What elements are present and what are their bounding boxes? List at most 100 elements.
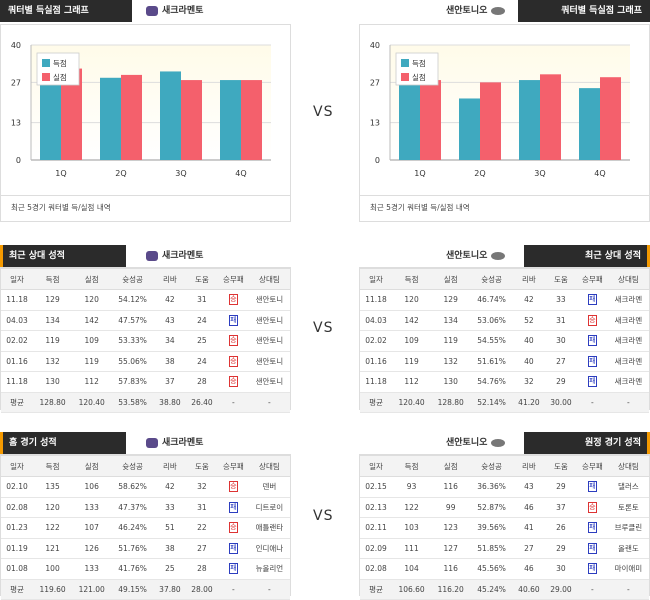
column-header: 도움 xyxy=(544,455,577,477)
right-chart-footnote: 최근 5경기 쿼터별 득/실점 내역 xyxy=(359,196,650,222)
result-cell: 패 xyxy=(576,351,608,372)
average-cell: 106.60 xyxy=(392,579,432,600)
left-chart-box: 0 13 27 40 1Q 2Q 3Q 4Q 득점 실점 xyxy=(0,24,291,196)
y-tick-label: 13 xyxy=(370,119,380,128)
average-cell: 41.20 xyxy=(512,392,545,413)
table-cell: 33 xyxy=(544,289,577,311)
average-cell: - xyxy=(248,579,290,600)
table-row[interactable]: 02.11 103 123 39.56% 41 26 패 브루클린 xyxy=(360,517,649,539)
average-cell: 30.00 xyxy=(544,392,577,413)
column-header: 득점 xyxy=(33,268,73,290)
table-row[interactable]: 01.16 132 119 55.06% 38 24 승 샌안토니 xyxy=(1,351,290,372)
table-cell: 119 xyxy=(392,351,432,372)
column-header: 승무패 xyxy=(217,268,249,290)
left-home-team: 새크라멘토 xyxy=(146,432,203,454)
result-cell: 패 xyxy=(576,476,608,498)
table-cell: 02.08 xyxy=(360,558,393,580)
table-cell: 22 xyxy=(185,517,218,539)
table-cell: 116 xyxy=(431,558,471,580)
table-cell: 11.18 xyxy=(360,371,393,393)
table-row[interactable]: 11.18 129 120 54.12% 42 31 승 샌안토니 xyxy=(1,289,290,311)
table-cell: 54.76% xyxy=(470,371,513,393)
table-cell: 30 xyxy=(544,330,577,352)
table-header-row: 일자 득점 실점 슛성공 리바 도움 승무패 상대팀 xyxy=(360,455,649,477)
table-row[interactable]: 04.03 142 134 53.06% 52 31 승 새크라멘 xyxy=(360,310,649,331)
average-cell: 116.20 xyxy=(431,579,471,600)
average-cell: 52.14% xyxy=(470,392,513,413)
table-header-row: 일자 득점 실점 슛성공 리바 도움 승무패 상대팀 xyxy=(1,455,290,477)
result-cell: 패 xyxy=(576,538,608,559)
bar-allowed-2Q xyxy=(121,74,142,160)
table-row[interactable]: 02.08 120 133 47.37% 33 31 패 디트로이 xyxy=(1,497,290,518)
table-cell: 45.56% xyxy=(470,558,513,580)
left-recent-table-wrap: 일자 득점 실점 슛성공 리바 도움 승무패 상대팀 11.18 129 120 54.12% 42 31… xyxy=(0,267,291,413)
table-row[interactable]: 04.03 134 142 47.57% 43 24 패 샌안토니 xyxy=(1,310,290,331)
table-cell: 120 xyxy=(72,289,112,311)
y-tick-label: 27 xyxy=(370,78,380,87)
table-cell: 새크라멘 xyxy=(607,289,649,311)
table-row[interactable]: 02.02 109 119 54.55% 40 30 패 새크라멘 xyxy=(360,330,649,352)
x-tick-label: 3Q xyxy=(175,169,186,178)
table-cell: 샌안토니 xyxy=(248,371,290,393)
table-row[interactable]: 01.19 121 126 51.76% 38 27 패 인디애나 xyxy=(1,538,290,559)
table-cell: 25 xyxy=(153,558,186,580)
left-home-table: 일자 득점 실점 슛성공 리바 도움 승무패 상대팀 02.10 135 106 58.62% 42 32… xyxy=(1,455,290,600)
table-cell: 42 xyxy=(512,289,545,311)
result-cell: 승 xyxy=(576,497,608,518)
left-graph-team-name: 새크라멘토 xyxy=(162,6,204,16)
result-cell: 패 xyxy=(576,371,608,393)
table-cell: 122 xyxy=(392,497,432,518)
table-cell: 109 xyxy=(72,330,112,352)
left-home-title: 홈 경기 성적 xyxy=(0,432,126,454)
result-cell: 패 xyxy=(576,517,608,539)
table-cell: 새크라멘 xyxy=(607,310,649,331)
table-row[interactable]: 11.18 112 130 54.76% 32 29 패 새크라멘 xyxy=(360,371,649,393)
table-cell: 새크라멘 xyxy=(607,351,649,372)
table-cell: 133 xyxy=(72,497,112,518)
table-row[interactable]: 01.16 119 132 51.61% 40 27 패 새크라멘 xyxy=(360,351,649,372)
table-row[interactable]: 01.08 100 133 41.76% 25 28 패 뉴올리언 xyxy=(1,558,290,580)
result-cell: 패 xyxy=(576,289,608,311)
table-cell: 27 xyxy=(185,538,218,559)
column-header: 승무패 xyxy=(217,455,249,477)
table-cell: 마이애미 xyxy=(607,558,649,580)
table-row[interactable]: 02.09 111 127 51.85% 27 29 패 올랜도 xyxy=(360,538,649,559)
average-row: 평균 128.80 120.40 53.58% 38.80 26.40- - xyxy=(1,392,290,413)
table-cell: 93 xyxy=(392,476,432,498)
left-recent-header: 최근 상대 성적 새크라멘토 xyxy=(0,245,290,267)
table-cell: 119 xyxy=(431,330,471,352)
table-cell: 111 xyxy=(392,538,432,559)
right-away-table: 일자 득점 실점 슛성공 리바 도움 승무패 상대팀 02.15 93 116 36.36% 43 29 패… xyxy=(360,455,649,600)
table-row[interactable]: 02.10 135 106 58.62% 42 32 승 덴버 xyxy=(1,476,290,498)
result-cell: 승 xyxy=(217,517,249,539)
san-antonio-logo-icon xyxy=(491,252,506,260)
vs-label-3: VS xyxy=(313,508,334,524)
bar-scored-3Q xyxy=(160,71,181,160)
column-header: 실점 xyxy=(72,268,112,290)
average-cell: - xyxy=(576,392,608,413)
table-row[interactable]: 02.13 122 99 52.87% 46 37 승 토론토 xyxy=(360,497,649,518)
average-cell: 49.15% xyxy=(111,579,154,600)
table-row[interactable]: 11.18 130 112 57.83% 37 28 승 샌안토니 xyxy=(1,371,290,393)
table-row[interactable]: 02.08 104 116 45.56% 46 30 패 마이애미 xyxy=(360,558,649,580)
left-recent-team-name: 새크라멘토 xyxy=(162,251,204,261)
table-cell: 53.33% xyxy=(111,330,154,352)
loss-badge: 패 xyxy=(228,542,238,554)
column-header: 일자 xyxy=(360,268,393,290)
table-cell: 51.61% xyxy=(470,351,513,372)
loss-badge: 패 xyxy=(228,563,238,575)
table-cell: 샌안토니 xyxy=(248,310,290,331)
table-row[interactable]: 01.23 122 107 46.24% 51 22 승 애틀랜타 xyxy=(1,517,290,539)
win-badge: 승 xyxy=(228,522,238,534)
x-tick-label: 1Q xyxy=(55,169,66,178)
bar-allowed-4Q xyxy=(600,77,621,160)
win-badge: 승 xyxy=(228,355,238,367)
table-row[interactable]: 02.02 119 109 53.33% 34 25 승 샌안토니 xyxy=(1,330,290,352)
table-cell: 24 xyxy=(185,351,218,372)
table-cell: 29 xyxy=(544,371,577,393)
loss-badge: 패 xyxy=(587,563,597,575)
table-row[interactable]: 11.18 120 129 46.74% 42 33 패 새크라멘 xyxy=(360,289,649,311)
table-cell: 올랜도 xyxy=(607,538,649,559)
table-row[interactable]: 02.15 93 116 36.36% 43 29 패 댈러스 xyxy=(360,476,649,498)
average-cell: 평균 xyxy=(360,579,393,600)
